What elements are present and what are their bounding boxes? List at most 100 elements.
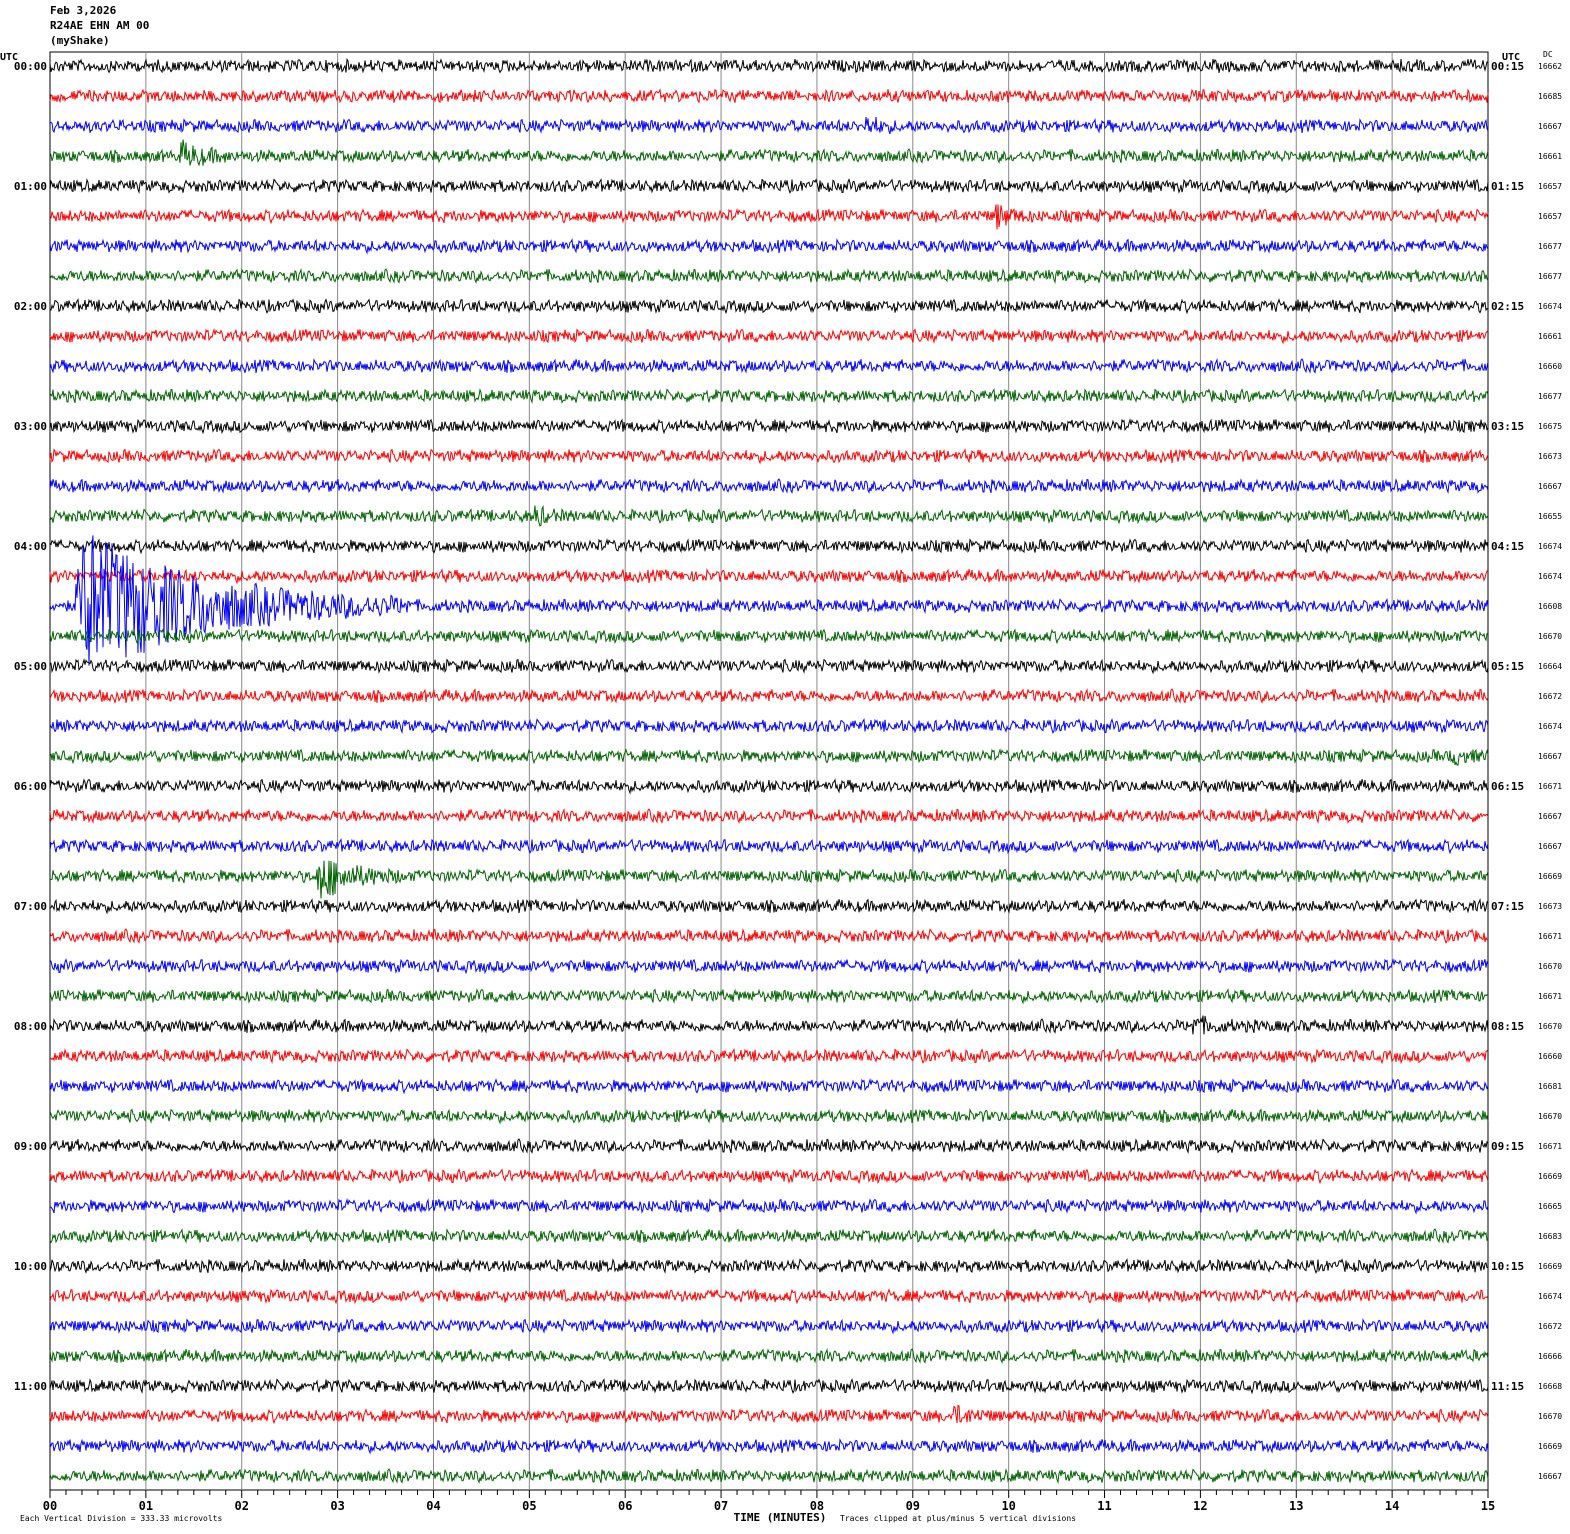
- left-time-label: 05:00: [14, 660, 47, 673]
- trace-line-19: [49, 628, 1489, 645]
- trace-line-13: [49, 448, 1489, 465]
- left-time-label: 04:00: [14, 540, 47, 553]
- date-label: Feb 3,2026: [50, 4, 117, 17]
- trace-line-17: [49, 568, 1489, 585]
- trace-line-44: [49, 1378, 1489, 1395]
- station-label: R24AE EHN AM 00: [50, 19, 150, 32]
- trace-line-8: [49, 298, 1489, 315]
- x-tick-label: 12: [1193, 1499, 1207, 1513]
- right-time-label: 05:15: [1491, 660, 1524, 673]
- dc-value-20: 16664: [1538, 662, 1562, 671]
- dc-value-7: 16677: [1538, 272, 1562, 281]
- dc-value-10: 16660: [1538, 362, 1562, 371]
- x-tick-label: 13: [1289, 1499, 1303, 1513]
- left-time-label: 01:00: [14, 180, 47, 193]
- trace-line-43: [49, 1347, 1489, 1364]
- trace-line-16: [49, 537, 1489, 555]
- dc-value-45: 16670: [1538, 1412, 1562, 1421]
- right-time-label: 06:15: [1491, 780, 1524, 793]
- right-time-label: 04:15: [1491, 540, 1524, 553]
- trace-line-1: [49, 88, 1489, 104]
- dc-value-24: 16671: [1538, 782, 1562, 791]
- dc-value-4: 16657: [1538, 182, 1562, 191]
- right-time-label: 03:15: [1491, 420, 1524, 433]
- trace-line-15: [49, 504, 1489, 527]
- dc-value-35: 16670: [1538, 1112, 1562, 1121]
- dc-value-43: 16666: [1538, 1352, 1562, 1361]
- dc-value-47: 16667: [1538, 1472, 1562, 1481]
- trace-line-32: [49, 1015, 1489, 1035]
- trace-line-40: [49, 1258, 1488, 1274]
- dc-value-26: 16667: [1538, 842, 1562, 851]
- right-time-label: 00:15: [1491, 60, 1524, 73]
- dc-value-42: 16672: [1538, 1322, 1562, 1331]
- trace-line-31: [49, 988, 1489, 1005]
- right-time-label: 07:15: [1491, 900, 1524, 913]
- trace-line-29: [49, 928, 1489, 944]
- left-time-label: 09:00: [14, 1140, 47, 1153]
- dc-header-label: DC: [1543, 50, 1553, 59]
- dc-value-17: 16674: [1538, 572, 1562, 581]
- dc-value-34: 16681: [1538, 1082, 1562, 1091]
- dc-value-38: 16665: [1538, 1202, 1562, 1211]
- dc-value-36: 16671: [1538, 1142, 1562, 1151]
- dc-value-6: 16677: [1538, 242, 1562, 251]
- trace-line-4: [49, 178, 1489, 195]
- trace-line-46: [49, 1438, 1489, 1455]
- dc-value-29: 16671: [1538, 932, 1562, 941]
- dc-value-30: 16670: [1538, 962, 1562, 971]
- left-time-label: 07:00: [14, 900, 47, 913]
- x-tick-label: 01: [139, 1499, 153, 1513]
- right-time-label: 11:15: [1491, 1380, 1524, 1393]
- trace-line-10: [49, 357, 1489, 374]
- x-tick-label: 07: [714, 1499, 728, 1513]
- left-time-label: 02:00: [14, 300, 47, 313]
- right-time-label: 02:15: [1491, 300, 1524, 313]
- clip-note: Traces clipped at plus/minus 5 vertical …: [840, 1514, 1076, 1523]
- dc-value-5: 16657: [1538, 212, 1562, 221]
- dc-value-11: 16677: [1538, 392, 1562, 401]
- dc-value-0: 16662: [1538, 62, 1562, 71]
- trace-line-28: [49, 897, 1489, 915]
- dc-value-25: 16667: [1538, 812, 1562, 821]
- trace-line-27: [49, 860, 1489, 899]
- trace-line-3: [49, 139, 1489, 167]
- right-time-label: 10:15: [1491, 1260, 1524, 1273]
- x-tick-label: 04: [426, 1499, 440, 1513]
- dc-value-15: 16655: [1538, 512, 1562, 521]
- right-utc-label: UTC: [1502, 52, 1520, 63]
- trace-line-35: [49, 1108, 1489, 1125]
- x-tick-label: 10: [1001, 1499, 1015, 1513]
- trace-line-47: [49, 1467, 1489, 1484]
- x-tick-label: 03: [330, 1499, 344, 1513]
- dc-value-12: 16675: [1538, 422, 1562, 431]
- dc-value-37: 16669: [1538, 1172, 1562, 1181]
- trace-line-41: [49, 1287, 1489, 1305]
- dc-value-1: 16685: [1538, 92, 1562, 101]
- trace-line-33: [49, 1048, 1489, 1065]
- trace-line-21: [49, 687, 1489, 704]
- scale-note: Each Vertical Division = 333.33 microvol…: [20, 1514, 222, 1523]
- dc-value-16: 16674: [1538, 542, 1562, 551]
- trace-line-22: [49, 718, 1489, 734]
- network-label: (myShake): [50, 34, 110, 47]
- dc-value-27: 16669: [1538, 872, 1562, 881]
- dc-value-33: 16660: [1538, 1052, 1562, 1061]
- right-time-label: 01:15: [1491, 180, 1524, 193]
- dc-value-39: 16683: [1538, 1232, 1562, 1241]
- x-tick-label: 02: [235, 1499, 249, 1513]
- x-tick-label: 09: [906, 1499, 920, 1513]
- trace-line-26: [49, 838, 1489, 855]
- dc-value-9: 16661: [1538, 332, 1562, 341]
- x-tick-label: 14: [1385, 1499, 1399, 1513]
- trace-line-36: [49, 1137, 1489, 1154]
- dc-value-8: 16674: [1538, 302, 1562, 311]
- dc-value-23: 16667: [1538, 752, 1562, 761]
- x-tick-label: 15: [1481, 1499, 1495, 1513]
- dc-value-46: 16669: [1538, 1442, 1562, 1451]
- x-tick-label: 00: [43, 1499, 57, 1513]
- left-utc-label: UTC: [0, 52, 18, 63]
- dc-value-3: 16661: [1538, 152, 1562, 161]
- trace-line-2: [49, 116, 1489, 135]
